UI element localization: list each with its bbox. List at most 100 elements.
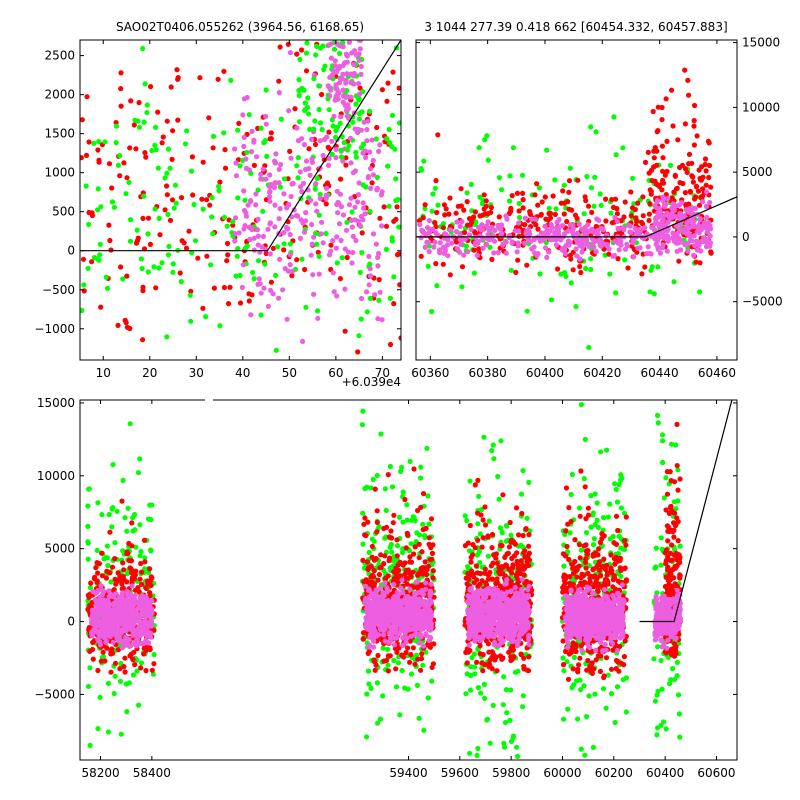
- data-point-pink: [682, 241, 688, 248]
- y-tick-label: 500: [52, 205, 75, 219]
- data-point-red: [294, 257, 300, 263]
- data-point-pink: [330, 238, 336, 244]
- data-point-red: [121, 567, 127, 573]
- data-point-pink: [334, 234, 340, 240]
- data-point-red: [685, 77, 691, 83]
- data-point-red: [121, 664, 127, 670]
- data-point-red: [129, 520, 135, 526]
- data-point-pink: [111, 593, 117, 599]
- data-point-pink: [340, 212, 347, 218]
- data-point-green: [391, 274, 397, 280]
- data-point-red: [108, 247, 114, 253]
- data-point-red: [416, 541, 422, 547]
- data-point-pink: [315, 315, 321, 321]
- data-point-pink: [281, 191, 287, 197]
- data-point-pink: [365, 175, 371, 181]
- data-point-pink: [377, 142, 383, 148]
- data-point-green: [192, 238, 199, 244]
- data-point-red: [423, 525, 429, 532]
- data-point-green: [476, 493, 482, 499]
- data-point-green: [106, 511, 112, 518]
- data-point-green: [544, 147, 550, 153]
- data-point-green: [503, 687, 509, 693]
- data-point-green: [387, 565, 393, 571]
- data-point-pink: [328, 248, 334, 254]
- data-point-green: [510, 145, 516, 151]
- data-point-green: [459, 284, 465, 290]
- data-point-red: [535, 202, 541, 208]
- data-point-green: [408, 671, 415, 677]
- data-point-pink: [423, 632, 429, 638]
- data-point-pink: [570, 222, 576, 228]
- data-point-green: [475, 685, 481, 691]
- data-point-green: [386, 126, 392, 133]
- data-point-pink: [233, 215, 239, 221]
- x-tick-label: 60400: [526, 366, 564, 380]
- data-point-pink: [348, 195, 354, 201]
- data-point-pink: [458, 241, 464, 247]
- data-point-red: [387, 555, 393, 561]
- data-point-pink: [309, 159, 316, 165]
- data-point-pink: [267, 172, 273, 178]
- data-point-green: [258, 312, 264, 318]
- data-point-red: [103, 575, 109, 581]
- data-point-pink: [301, 142, 308, 148]
- data-point-pink: [670, 230, 676, 236]
- data-point-pink: [333, 82, 339, 88]
- data-point-green: [400, 519, 406, 525]
- data-point-pink: [110, 639, 116, 645]
- data-point-green: [482, 695, 488, 702]
- data-point-red: [207, 202, 213, 208]
- data-point-red: [692, 196, 698, 202]
- data-point-red: [679, 162, 686, 168]
- data-point-red: [128, 566, 134, 572]
- data-point-red: [489, 531, 496, 538]
- data-point-green: [237, 272, 243, 279]
- data-point-pink: [272, 180, 278, 186]
- data-point-green: [359, 250, 365, 256]
- y-tick-label: 2000: [44, 88, 75, 102]
- data-point-green: [467, 750, 473, 756]
- data-point-pink: [116, 621, 122, 627]
- data-point-pink: [370, 172, 376, 178]
- data-point-pink: [342, 286, 348, 292]
- data-point-red: [385, 472, 391, 478]
- data-point-green: [209, 195, 215, 201]
- data-point-red: [142, 559, 148, 565]
- data-point-red: [430, 568, 436, 574]
- data-point-red: [526, 557, 533, 563]
- data-point-pink: [327, 93, 333, 99]
- data-point-pink: [573, 246, 579, 252]
- data-point-green: [697, 289, 703, 295]
- data-point-green: [412, 518, 418, 524]
- data-point-pink: [134, 600, 140, 606]
- data-point-red: [527, 211, 534, 217]
- data-point-red: [371, 568, 377, 574]
- data-point-red: [306, 146, 312, 152]
- data-point-green: [94, 547, 100, 554]
- data-point-pink: [426, 249, 432, 255]
- data-point-green: [364, 734, 370, 740]
- data-point-red: [391, 512, 397, 518]
- panel-top-right: 3 1044 277.39 0.418 662 [60454.332, 6045…: [411, 20, 782, 380]
- data-point-pink: [691, 219, 697, 225]
- data-point-red: [294, 51, 300, 57]
- data-point-green: [468, 181, 474, 187]
- data-point-pink: [125, 642, 132, 648]
- data-point-green: [380, 693, 386, 699]
- data-point-pink: [684, 231, 690, 237]
- data-point-green: [345, 147, 351, 153]
- data-point-red: [574, 215, 580, 221]
- data-point-red: [276, 78, 282, 84]
- data-point-green: [210, 231, 216, 237]
- data-point-red: [85, 606, 91, 613]
- data-point-red: [89, 212, 95, 219]
- data-point-red: [532, 192, 538, 198]
- data-point-pink: [261, 285, 267, 291]
- data-point-pink: [379, 189, 385, 195]
- data-point-red: [114, 578, 120, 584]
- data-point-pink: [389, 634, 395, 640]
- data-point-pink: [379, 317, 385, 323]
- data-point-pink: [465, 249, 471, 255]
- data-point-pink: [370, 157, 376, 164]
